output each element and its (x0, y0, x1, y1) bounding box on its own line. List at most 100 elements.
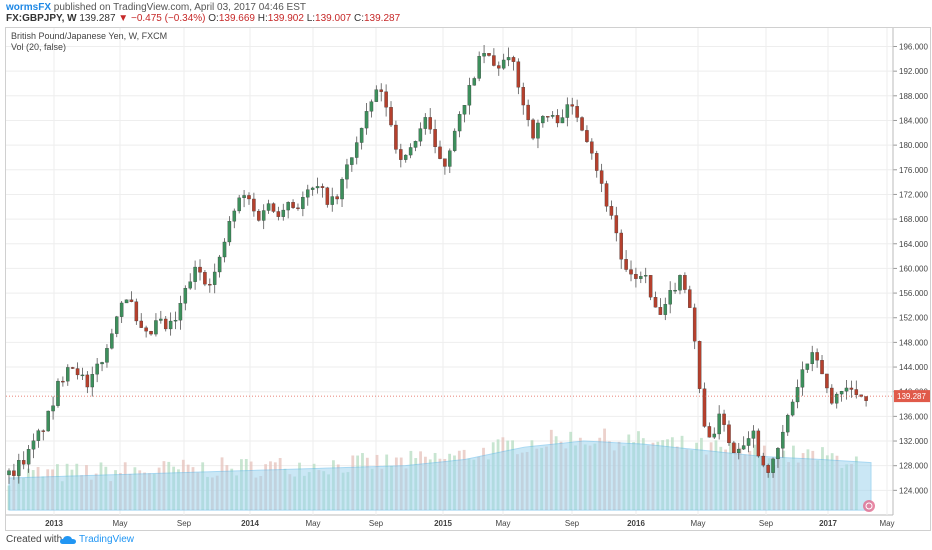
candle-body (257, 210, 261, 221)
candle-body (306, 189, 310, 198)
candle-body (296, 207, 300, 209)
candle-body (203, 272, 207, 285)
candle-body (834, 393, 839, 404)
candle-body (776, 448, 780, 460)
candle-body (41, 430, 46, 432)
x-tick-label: 2015 (434, 519, 452, 528)
x-tick-label: 2017 (819, 519, 837, 528)
candle-body (310, 187, 315, 190)
footer (0, 531, 932, 550)
symbol-label: FX:GBPJPY, W (6, 13, 77, 24)
candle-body (330, 196, 334, 205)
candle-body (266, 203, 271, 211)
candle-body (477, 56, 481, 79)
candle-body (560, 117, 565, 124)
candle-body (149, 330, 153, 335)
candle-body (565, 104, 570, 118)
close-label: C: (353, 13, 364, 24)
price-chart[interactable]: 196.000 192.000 188.000 184.000 180.000 176.0… (0, 0, 932, 531)
candle-body (90, 374, 95, 388)
candle-body (854, 389, 859, 395)
candle-body (51, 405, 55, 412)
candle-body (173, 319, 178, 322)
candle-body (354, 142, 359, 158)
candle-body (21, 460, 26, 465)
candle-body (717, 413, 721, 435)
y-tick-label: 132.000 (899, 437, 928, 446)
candle-body (394, 124, 398, 150)
candle-body (399, 149, 403, 160)
y-tick-label: 156.000 (899, 289, 928, 298)
candle-body (291, 202, 295, 208)
candle-body (737, 448, 741, 454)
candle-body (271, 203, 276, 212)
candle-body (286, 202, 290, 211)
candle-body (320, 186, 325, 188)
candle-body (252, 198, 256, 212)
publish-line: wormsFX published on TradingView.com, Ap… (6, 2, 306, 13)
candle-body (389, 107, 393, 126)
candle-body (550, 115, 555, 117)
candle-body (345, 164, 349, 180)
tradingview-logo[interactable]: TradingView (60, 533, 134, 546)
candle-body (66, 367, 70, 382)
low-label: L: (306, 13, 316, 24)
x-tick-label: May (690, 519, 705, 528)
x-tick-label: May (112, 519, 127, 528)
candle-body (46, 410, 50, 432)
candle-body (727, 424, 731, 444)
last-price-badge (894, 390, 930, 403)
candle-body (17, 460, 21, 476)
x-tick-label: Sep (759, 519, 774, 528)
candle-body (506, 57, 511, 61)
candle-body (154, 320, 158, 335)
candle-body (247, 195, 251, 200)
y-tick-label: 180.000 (899, 141, 928, 150)
y-tick-label: 192.000 (899, 67, 928, 76)
candle-body (859, 394, 863, 397)
candle-body (864, 396, 868, 401)
candle-body (707, 426, 712, 438)
candle-body (124, 299, 129, 304)
y-tick-label: 176.000 (899, 166, 928, 175)
x-tick-label: May (879, 519, 894, 528)
change-value: −0.475 (−0.34%) (130, 13, 206, 24)
candle-body (193, 266, 197, 282)
candle-body (785, 414, 790, 433)
candle-body (374, 89, 379, 102)
candle-body (369, 101, 374, 112)
high-label: H: (257, 13, 268, 24)
high-value: 139.902 (267, 13, 304, 24)
candle-body (163, 318, 168, 330)
candle-body (668, 290, 672, 305)
series-legend: British Pound/Japanese Yen, W, FXCM (11, 31, 168, 41)
candle-body (663, 304, 668, 315)
candle-body (536, 122, 540, 139)
created-with-text: Created with (6, 534, 63, 545)
candle-body (555, 115, 560, 124)
candle-body (452, 130, 457, 151)
candle-body (541, 116, 545, 124)
volume-legend: Vol (20, false) (11, 42, 67, 52)
candle-body (702, 388, 707, 427)
candle-body (31, 440, 36, 450)
candle-body (315, 186, 320, 189)
candle-body (546, 116, 550, 118)
author-link[interactable]: wormsFX (6, 2, 52, 13)
candle-body (580, 117, 584, 131)
candle-body (516, 61, 521, 88)
candle-body (198, 266, 202, 273)
x-tick-label: May (495, 519, 510, 528)
candle-body (634, 274, 638, 279)
candle-body (364, 111, 369, 129)
candle-body (139, 320, 143, 328)
chart-frame (5, 27, 931, 531)
ohlc-line: FX:GBPJPY, W 139.287 ▼ −0.475 (−0.34%) O… (6, 13, 400, 24)
y-tick-label: 168.000 (899, 215, 928, 224)
y-tick-label: 184.000 (899, 116, 928, 125)
candle-body (810, 352, 814, 365)
candle-body (844, 387, 849, 392)
candle-body (232, 210, 237, 222)
candle-body (467, 85, 472, 106)
candle-body (624, 259, 628, 270)
